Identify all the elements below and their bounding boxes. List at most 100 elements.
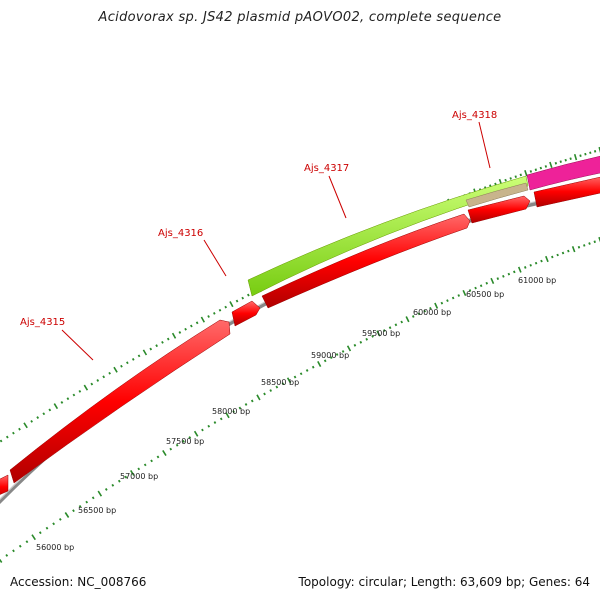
minor-tick	[224, 305, 227, 309]
minor-tick	[417, 312, 421, 316]
minor-tick	[96, 379, 100, 382]
minor-tick	[371, 334, 374, 338]
minor-tick	[36, 416, 40, 419]
minor-tick	[38, 531, 42, 535]
minor-tick	[577, 245, 581, 249]
major-tick	[517, 266, 522, 273]
major-tick	[97, 490, 103, 497]
major-tick	[462, 289, 467, 297]
minor-tick	[184, 327, 187, 331]
gene-track-outer	[247, 155, 600, 297]
minor-tick	[143, 463, 147, 467]
minor-tick	[66, 397, 70, 401]
minor-tick	[504, 178, 507, 182]
minor-tick	[30, 420, 33, 423]
minor-tick	[474, 286, 477, 290]
minor-tick	[18, 427, 21, 431]
minor-tick	[569, 157, 572, 160]
minor-tick	[514, 175, 517, 178]
major-tick	[286, 377, 292, 384]
major-tick	[23, 422, 28, 429]
major-tick	[53, 403, 59, 410]
minor-tick	[341, 350, 345, 353]
minor-tick	[485, 281, 489, 285]
minor-tick	[42, 412, 46, 416]
minor-tick	[72, 393, 76, 397]
minor-tick	[423, 309, 427, 313]
bp-label: 58500 bp	[261, 378, 299, 387]
major-tick	[434, 302, 439, 309]
minor-tick	[589, 151, 592, 155]
minor-tick	[567, 249, 570, 253]
minor-tick	[241, 296, 245, 300]
minor-tick	[479, 284, 483, 288]
minor-tick	[305, 369, 309, 372]
minor-tick	[219, 417, 223, 421]
major-tick	[225, 412, 230, 419]
minor-tick	[104, 488, 108, 491]
major-tick	[256, 394, 261, 401]
minor-tick	[131, 357, 135, 361]
minor-tick	[593, 240, 596, 244]
minor-tick	[218, 308, 222, 312]
major-tick	[490, 277, 495, 285]
minor-tick	[48, 408, 52, 412]
minor-tick	[213, 421, 217, 424]
label-leaders	[61, 121, 491, 361]
minor-tick	[108, 371, 111, 375]
major-tick	[524, 170, 528, 177]
minor-tick	[117, 479, 121, 483]
gene-ajs-4318	[465, 182, 529, 208]
minor-tick	[293, 375, 297, 379]
map-title: Acidovorax sp. JS42 plasmid pAOVO02, com…	[98, 10, 502, 25]
minor-tick	[502, 274, 505, 278]
major-tick	[171, 332, 177, 339]
minor-tick	[559, 160, 562, 163]
gene-track-forward	[0, 176, 600, 495]
minor-tick	[534, 168, 538, 172]
major-tick	[571, 246, 576, 253]
minor-tick	[579, 154, 582, 157]
minor-tick	[529, 263, 532, 267]
minor-tick	[496, 277, 500, 281]
major-tick	[83, 384, 89, 391]
minor-tick	[250, 399, 254, 403]
minor-tick	[519, 173, 523, 177]
minor-tick	[263, 392, 266, 396]
major-tick	[64, 512, 70, 518]
major-tick	[346, 345, 352, 352]
major-tick	[130, 469, 135, 476]
minor-tick	[5, 435, 9, 439]
minor-tick	[78, 505, 82, 508]
minor-tick	[383, 329, 386, 332]
bp-label: 56000 bp	[36, 543, 74, 552]
minor-tick	[5, 553, 9, 557]
bp-label: 61000 bp	[518, 276, 556, 285]
minor-tick	[244, 403, 248, 406]
major-tick	[549, 161, 553, 168]
backbone-circle	[0, 189, 600, 505]
bp-label: 57000 bp	[120, 472, 158, 481]
gene-label: Ajs_4318	[452, 110, 497, 121]
major-tick	[200, 316, 206, 323]
minor-tick	[534, 261, 538, 265]
major-tick	[113, 366, 118, 373]
minor-tick	[232, 410, 235, 414]
minor-tick	[207, 424, 211, 428]
major-tick	[317, 361, 322, 367]
minor-tick	[201, 428, 204, 432]
gene-ajs-4317	[247, 175, 529, 297]
minor-tick	[529, 170, 533, 173]
accession-label: Accession: NC_008766	[10, 575, 147, 589]
minor-tick	[124, 475, 128, 479]
minor-tick	[513, 270, 516, 274]
minor-tick	[556, 253, 559, 257]
minor-tick	[235, 299, 239, 303]
minor-tick	[551, 255, 554, 259]
minor-tick	[446, 299, 449, 302]
minor-tick	[281, 382, 285, 386]
minor-tick	[400, 320, 404, 324]
topology-summary: Topology: circular; Length: 63,609 bp; G…	[298, 575, 590, 589]
minor-tick	[12, 431, 15, 435]
minor-tick	[85, 500, 89, 504]
